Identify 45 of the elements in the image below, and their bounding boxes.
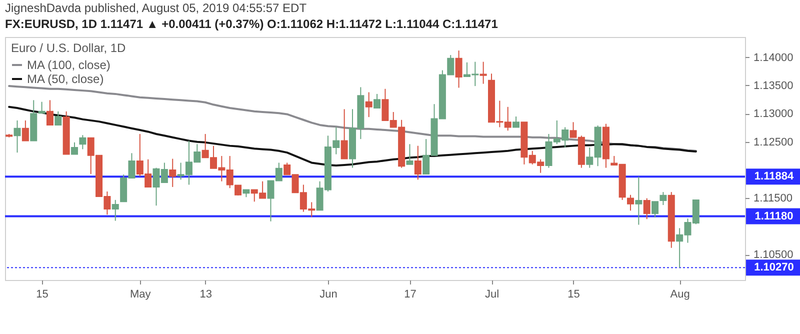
candlestick	[169, 158, 176, 188]
candlestick	[340, 108, 348, 160]
x-tick-label: Aug	[670, 288, 690, 300]
ref-line-label: 1.10270	[754, 262, 794, 274]
y-tick-label: 1.13000	[754, 108, 794, 120]
candlestick	[660, 192, 667, 206]
candlestick	[112, 199, 119, 222]
y-tick-label: 1.13500	[754, 80, 794, 92]
x-tick-label: Jun	[320, 288, 338, 300]
legend-label: MA (50, close)	[27, 72, 104, 86]
candlestick	[46, 100, 54, 126]
ref-line-label: 1.11180	[754, 210, 794, 222]
candlestick	[512, 116, 520, 128]
candlestick	[643, 198, 650, 220]
candlestick	[14, 120, 21, 154]
ref-line-label: 1.11884	[754, 170, 794, 183]
chart-title: JigneshDavda published, August 05, 2019 04:55:57 EDT	[5, 1, 308, 15]
x-tick-label: Jul	[484, 288, 500, 300]
legend-label: MA (100, close)	[27, 58, 110, 72]
candlestick	[652, 201, 659, 218]
y-tick-label: 1.12500	[754, 136, 794, 148]
candlestick	[71, 142, 78, 155]
y-tick-label: 1.10500	[754, 249, 794, 262]
x-tick-label: 15	[36, 288, 48, 300]
annotation: Euro / U.S. Dollar, 1D	[11, 41, 126, 55]
candlestick	[54, 110, 62, 126]
candlestick	[414, 145, 422, 180]
candlestick	[406, 144, 414, 165]
candlestick	[234, 184, 242, 196]
candlestick	[480, 61, 487, 84]
x-tick-label: 17	[404, 288, 416, 300]
candlestick	[374, 93, 381, 109]
candlestick	[79, 134, 86, 150]
chart-subtitle: FX:EURUSD, 1D 1.11471 ▲ +0.00411 (+0.37%) O:1.11062 H:1.11472 L:1.11044 C:1.11471	[5, 17, 498, 31]
candlestick	[365, 92, 372, 118]
candlestick	[635, 176, 642, 226]
y-tick-label: 1.11500	[754, 192, 792, 205]
y-tick-label: 1.14000	[754, 52, 794, 64]
candlestick	[627, 194, 634, 212]
candlestick	[455, 50, 462, 88]
line-series	[8, 85, 697, 152]
x-tick-label: May	[130, 288, 152, 300]
x-tick-label: 15	[568, 288, 580, 300]
candlestick	[22, 120, 29, 142]
x-tick-label: 13	[200, 288, 212, 300]
